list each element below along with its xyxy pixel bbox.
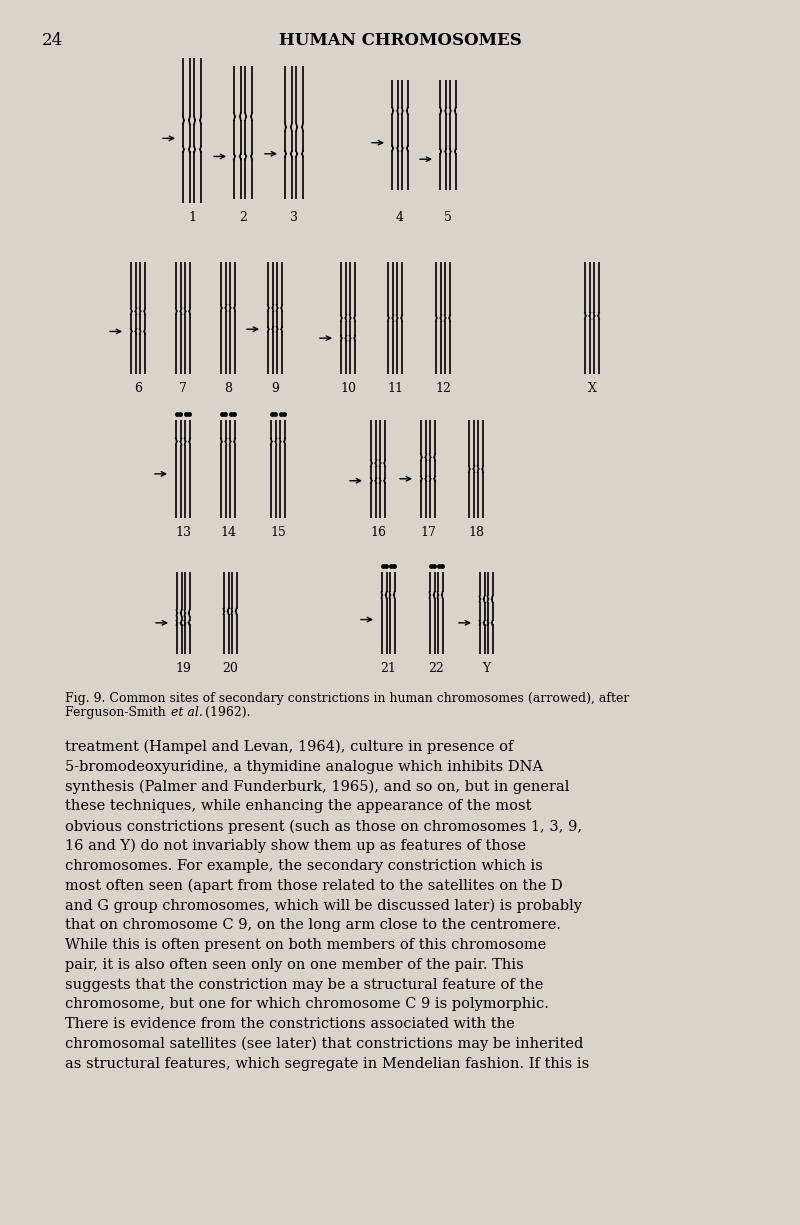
Text: HUMAN CHROMOSOMES: HUMAN CHROMOSOMES — [278, 32, 522, 49]
Text: 3: 3 — [290, 211, 298, 224]
Text: 1: 1 — [188, 211, 196, 224]
Text: as structural features, which segregate in Mendelian fashion. If this is: as structural features, which segregate … — [65, 1057, 590, 1071]
Text: 5-bromodeoxyuridine, a thymidine analogue which inhibits DNA: 5-bromodeoxyuridine, a thymidine analogu… — [65, 760, 543, 774]
Text: chromosomes. For example, the secondary constriction which is: chromosomes. For example, the secondary … — [65, 859, 543, 872]
Text: 22: 22 — [428, 662, 444, 675]
Text: While this is often present on both members of this chromosome: While this is often present on both memb… — [65, 938, 546, 952]
Text: 19: 19 — [175, 662, 191, 675]
Text: Y: Y — [482, 662, 490, 675]
Text: obvious constrictions present (such as those on chromosomes 1, 3, 9,: obvious constrictions present (such as t… — [65, 820, 582, 833]
Text: 13: 13 — [175, 526, 191, 539]
Text: 5: 5 — [444, 211, 452, 224]
Text: 8: 8 — [224, 382, 232, 394]
Text: 6: 6 — [134, 382, 142, 394]
Text: treatment (Hampel and Levan, 1964), culture in presence of: treatment (Hampel and Levan, 1964), cult… — [65, 740, 514, 755]
Text: suggests that the constriction may be a structural feature of the: suggests that the constriction may be a … — [65, 978, 543, 991]
Text: synthesis (Palmer and Funderburk, 1965), and so on, but in general: synthesis (Palmer and Funderburk, 1965),… — [65, 779, 570, 794]
Text: most often seen (apart from those related to the satellites on the D: most often seen (apart from those relate… — [65, 878, 562, 893]
Text: 21: 21 — [380, 662, 396, 675]
Text: 10: 10 — [340, 382, 356, 394]
Text: Fig. 9. Common sites of secondary constrictions in human chromosomes (arrowed), : Fig. 9. Common sites of secondary constr… — [65, 692, 630, 706]
Text: 9: 9 — [271, 382, 279, 394]
Text: 12: 12 — [435, 382, 451, 394]
Text: 18: 18 — [468, 526, 484, 539]
Text: that on chromosome C 9, on the long arm close to the centromere.: that on chromosome C 9, on the long arm … — [65, 919, 561, 932]
Text: et al.: et al. — [171, 706, 203, 719]
Text: 15: 15 — [270, 526, 286, 539]
Text: 2: 2 — [239, 211, 247, 224]
Text: X: X — [587, 382, 597, 394]
Text: 4: 4 — [396, 211, 404, 224]
Text: 11: 11 — [387, 382, 403, 394]
Text: 16 and Y) do not invariably show them up as features of those: 16 and Y) do not invariably show them up… — [65, 839, 526, 854]
Text: 24: 24 — [42, 32, 63, 49]
Text: chromosomal satellites (see later) that constrictions may be inherited: chromosomal satellites (see later) that … — [65, 1038, 583, 1051]
Text: (1962).: (1962). — [201, 706, 250, 719]
Text: pair, it is also often seen only on one member of the pair. This: pair, it is also often seen only on one … — [65, 958, 524, 971]
Text: chromosome, but one for which chromosome C 9 is polymorphic.: chromosome, but one for which chromosome… — [65, 997, 549, 1012]
Text: There is evidence from the constrictions associated with the: There is evidence from the constrictions… — [65, 1017, 514, 1031]
Text: these techniques, while enhancing the appearance of the most: these techniques, while enhancing the ap… — [65, 800, 531, 813]
Text: 7: 7 — [179, 382, 187, 394]
Text: 20: 20 — [222, 662, 238, 675]
Text: Ferguson-Smith: Ferguson-Smith — [65, 706, 170, 719]
Text: 17: 17 — [420, 526, 436, 539]
Text: and G group chromosomes, which will be discussed later) is probably: and G group chromosomes, which will be d… — [65, 898, 582, 913]
Text: 14: 14 — [220, 526, 236, 539]
Text: 16: 16 — [370, 526, 386, 539]
